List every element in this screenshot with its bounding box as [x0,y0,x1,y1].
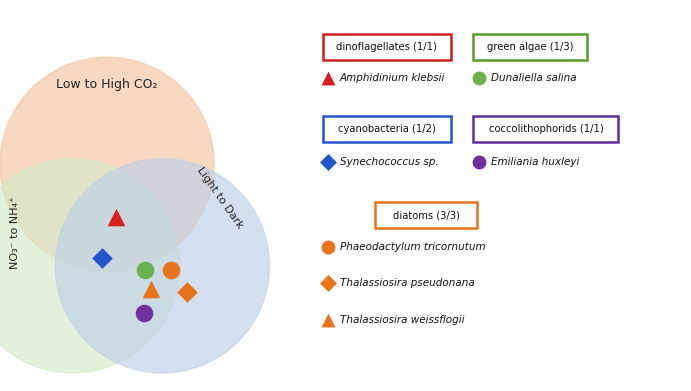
Point [473,75,484,81]
Text: Emiliania huxleyi: Emiliania huxleyi [491,157,579,167]
Text: Thalassiosira pseudonana: Thalassiosira pseudonana [340,278,475,289]
Point [322,317,333,323]
FancyBboxPatch shape [323,116,451,142]
Point [145,286,156,292]
Point [181,289,192,296]
Point [322,159,333,165]
FancyBboxPatch shape [473,116,618,142]
Point [166,267,177,273]
Text: Thalassiosira weissflogii: Thalassiosira weissflogii [340,315,464,325]
Point [473,159,484,165]
Text: NO₃⁻ to NH₄⁺: NO₃⁻ to NH₄⁺ [10,196,20,269]
Ellipse shape [0,57,214,271]
Text: diatoms (3/3): diatoms (3/3) [393,210,460,220]
Text: cyanobacteria (1/2): cyanobacteria (1/2) [338,124,435,134]
Text: coccolithophorids (1/1): coccolithophorids (1/1) [489,124,603,134]
Text: dinoflagellates (1/1): dinoflagellates (1/1) [337,42,437,52]
Point [97,255,108,261]
FancyBboxPatch shape [473,34,587,60]
Text: Light to Dark: Light to Dark [195,165,245,230]
Ellipse shape [55,159,269,373]
Text: Synechococcus sp.: Synechococcus sp. [340,157,439,167]
Point [111,214,122,220]
Text: Amphidinium klebsii: Amphidinium klebsii [340,73,445,83]
Point [322,244,333,250]
FancyBboxPatch shape [375,202,477,228]
Text: Phaeodactylum tricornutum: Phaeodactylum tricornutum [340,242,486,252]
Point [138,310,149,316]
Text: Dunaliella salina: Dunaliella salina [491,73,576,83]
Ellipse shape [0,159,180,373]
Point [140,267,151,273]
FancyBboxPatch shape [323,34,451,60]
Point [322,75,333,81]
Text: green algae (1/3): green algae (1/3) [487,42,574,52]
Point [322,280,333,287]
Text: Low to High CO₂: Low to High CO₂ [57,77,158,91]
